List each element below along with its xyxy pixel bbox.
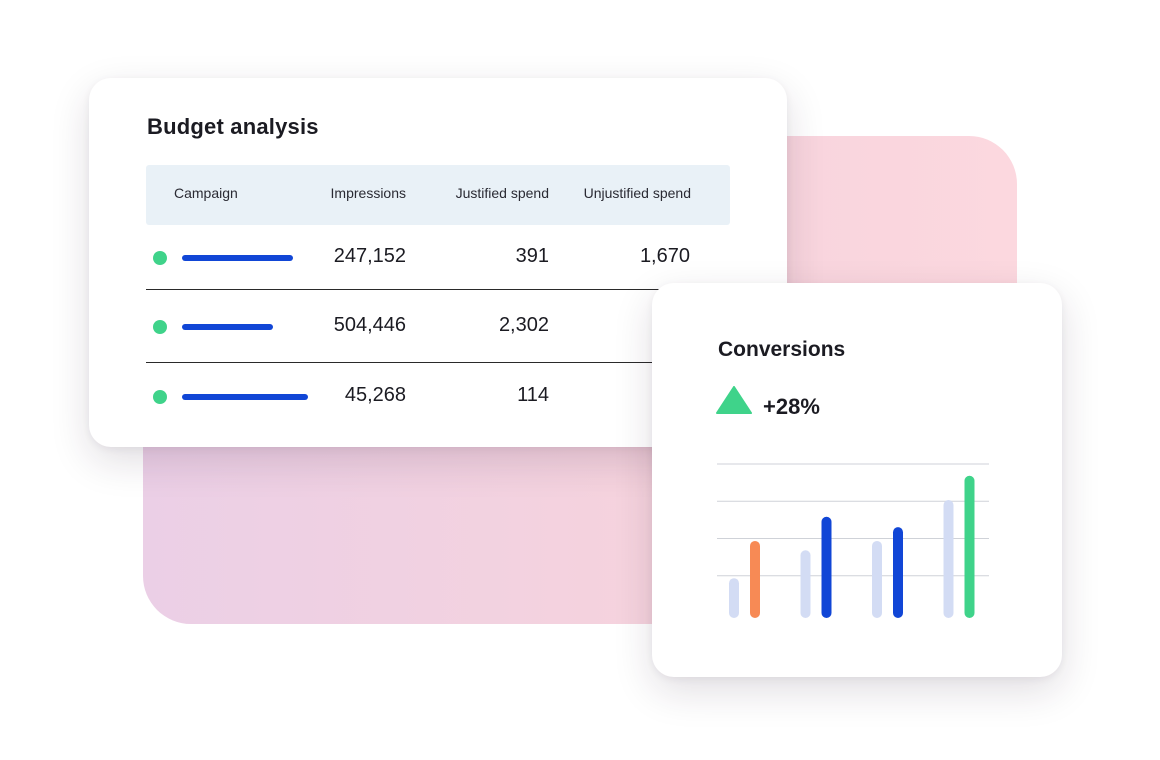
table-row[interactable]: 45,268 114 (146, 361, 730, 433)
budget-analysis-card: Budget analysis Campaign Impressions Jus… (89, 78, 787, 447)
impressions-value: 45,268 (344, 384, 406, 406)
impressions-value: 247,152 (333, 245, 406, 267)
campaign-name-bar (182, 255, 293, 261)
conversions-change: +28% (763, 394, 820, 419)
triangle-up-icon (716, 386, 752, 414)
column-header-unjustified-spend[interactable]: Unjustified spend (583, 185, 691, 201)
column-header-impressions[interactable]: Impressions (330, 185, 406, 201)
justified-spend-value: 391 (515, 245, 549, 267)
status-dot (153, 251, 167, 265)
justified-spend-value: 114 (517, 384, 549, 406)
status-dot (153, 320, 167, 334)
table-header: Campaign Impressions Justified spend Unj… (146, 165, 730, 225)
justified-spend-value: 2,302 (498, 314, 549, 336)
conversions-title: Conversions (718, 338, 846, 361)
conversions-card: Conversions +28% (652, 283, 1062, 677)
column-header-campaign[interactable]: Campaign (174, 185, 238, 201)
row-divider (146, 289, 730, 290)
conversions-chart (717, 463, 989, 618)
table-row[interactable]: 247,152 391 1,670 (146, 222, 730, 294)
unjustified-spend-value: 1,670 (639, 245, 690, 267)
row-divider (146, 362, 730, 363)
impressions-value: 504,446 (333, 314, 406, 336)
campaign-name-bar (182, 324, 273, 330)
budget-title: Budget analysis (147, 114, 319, 139)
status-dot (153, 390, 167, 404)
campaign-name-bar (182, 394, 308, 400)
column-header-justified-spend[interactable]: Justified spend (455, 185, 549, 201)
table-row[interactable]: 504,446 2,302 (146, 291, 730, 363)
